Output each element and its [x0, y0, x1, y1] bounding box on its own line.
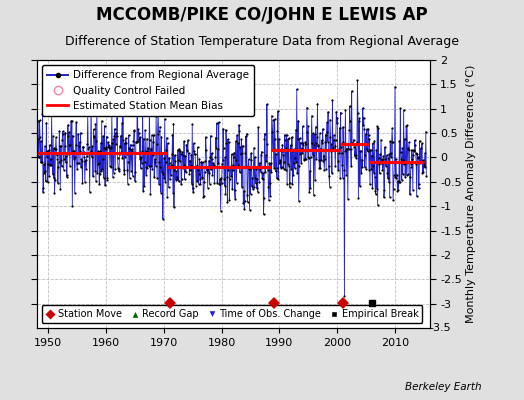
Text: MCCOMB/PIKE CO/JOHN E LEWIS AP: MCCOMB/PIKE CO/JOHN E LEWIS AP: [96, 6, 428, 24]
Text: -3.5: -3.5: [430, 323, 451, 333]
Text: Berkeley Earth: Berkeley Earth: [406, 382, 482, 392]
Legend: Station Move, Record Gap, Time of Obs. Change, Empirical Break: Station Move, Record Gap, Time of Obs. C…: [41, 305, 422, 323]
Text: Difference of Station Temperature Data from Regional Average: Difference of Station Temperature Data f…: [65, 35, 459, 48]
Y-axis label: Monthly Temperature Anomaly Difference (°C): Monthly Temperature Anomaly Difference (…: [466, 65, 476, 323]
